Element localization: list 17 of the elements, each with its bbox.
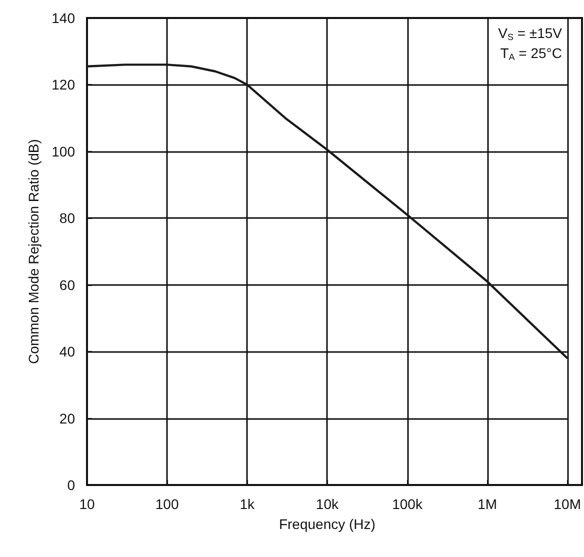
- x-tick-label: 10: [79, 496, 95, 512]
- y-tick-label: 0: [67, 477, 76, 493]
- y-tick-label: 140: [52, 10, 76, 26]
- x-tick-label: 1M: [478, 496, 498, 512]
- y-tick-label: 20: [59, 410, 76, 426]
- y-tick-label: 100: [52, 143, 76, 160]
- x-tick-label: 100k: [392, 496, 424, 512]
- x-tick-label: 100: [155, 496, 179, 512]
- x-axis-title: Frequency (Hz): [278, 516, 376, 532]
- x-tick-label: 10k: [316, 496, 340, 512]
- x-tick-label: 1k: [240, 496, 256, 512]
- y-tick-label: 60: [59, 276, 76, 293]
- y-tick-label: 120: [52, 76, 76, 93]
- y-tick-label: 80: [59, 210, 76, 226]
- y-axis-title: Common Mode Rejection Ratio (dB): [26, 139, 42, 364]
- y-tick-label: 40: [59, 344, 76, 360]
- x-tick-label: 10M: [554, 496, 581, 512]
